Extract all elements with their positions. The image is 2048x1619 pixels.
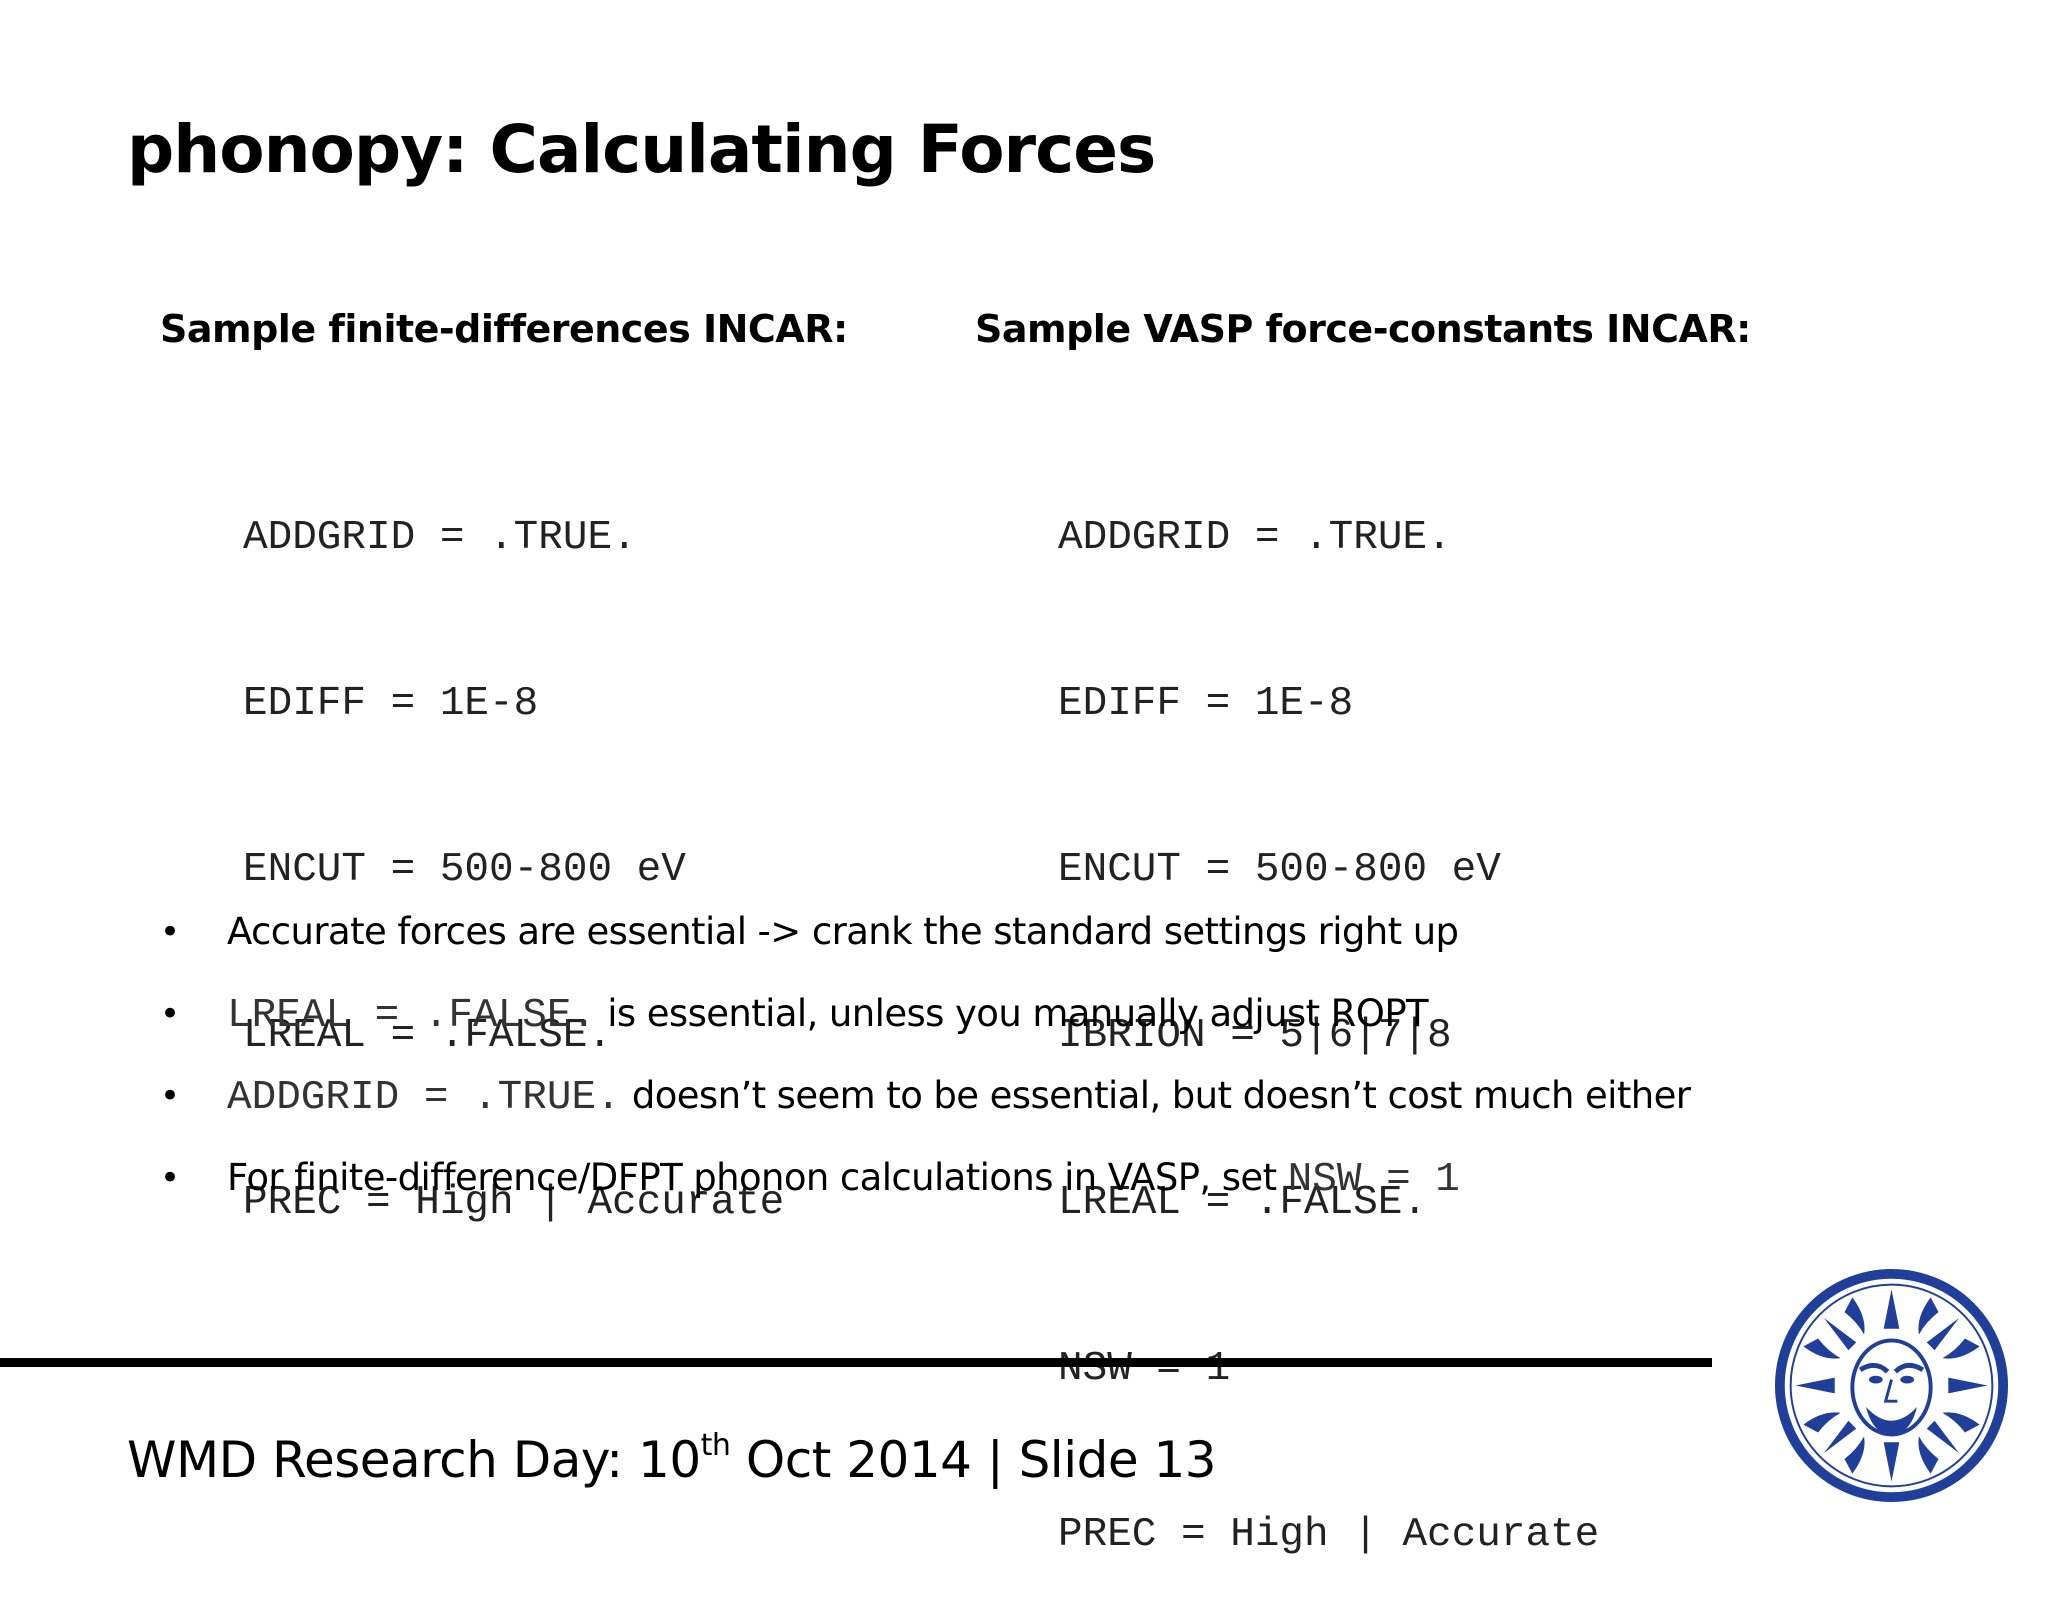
bullet-item: • LREAL = .FALSE. is essential, unless y… [160,984,1690,1066]
incar-line: NSW = 1 [1058,1345,1231,1392]
footer-prefix: WMD Research Day: 10 [127,1431,701,1489]
force-constants-heading: Sample VASP force-constants INCAR: [975,307,1751,351]
incar-line: LREAL = .FALSE. [243,1013,613,1060]
bullet-text: For finite-difference/DFPT phonon calcul… [227,1156,1288,1199]
force-constants-incar: ADDGRID = .TRUE. EDIFF = 1E-8 ENCUT = 50… [1058,400,1599,1619]
bullet-text: Accurate forces are essential -> crank t… [227,910,1459,953]
bullet-marker: • [160,912,180,952]
bullet-text: doesn’t seem to be essential, but doesn’… [620,1074,1691,1117]
footer-suffix: Oct 2014 | Slide 13 [730,1431,1217,1489]
bullet-code: ADDGRID = .TRUE. [227,1075,621,1121]
finite-differences-heading: Sample finite-differences INCAR: [160,307,848,351]
incar-line: ADDGRID = .TRUE. [1058,514,1452,561]
incar-line: EDIFF = 1E-8 [1058,681,1354,728]
university-seal-icon [1774,1268,2009,1503]
incar-line: ADDGRID = .TRUE. [243,514,637,561]
bullet-marker: • [160,994,180,1034]
bullet-list: • Accurate forces are essential -> crank… [160,902,1691,1230]
bullet-marker: • [160,1158,180,1198]
incar-line: ENCUT = 500-800 eV [243,847,686,894]
bullet-item: • For finite-difference/DFPT phonon calc… [160,1148,1690,1230]
slide-title: phonopy: Calculating Forces [127,111,1156,188]
slide-footer: WMD Research Day: 10th Oct 2014 | Slide … [127,1425,1217,1495]
bullet-item: • ADDGRID = .TRUE. doesn’t seem to be es… [160,1066,1691,1148]
incar-line: LREAL = .FALSE. [1058,1179,1428,1226]
footer-superscript: th [700,1428,731,1463]
bullet-text: is essential, unless you manually adjust… [596,992,1429,1035]
bullet-code: NSW = 1 [1287,1157,1460,1203]
incar-line: IBRION = 5|6|7|8 [1058,1013,1452,1060]
bullet-code: LREAL = .FALSE. [227,993,597,1039]
incar-line: PREC = High | Accurate [243,1179,785,1226]
finite-differences-incar: ADDGRID = .TRUE. EDIFF = 1E-8 ENCUT = 50… [243,400,784,1286]
incar-line: ENCUT = 500-800 eV [1058,847,1501,894]
bullet-item: • Accurate forces are essential -> crank… [160,902,1690,984]
footer-divider [0,1358,1712,1367]
incar-line: EDIFF = 1E-8 [243,681,539,728]
bullet-marker: • [160,1076,180,1116]
